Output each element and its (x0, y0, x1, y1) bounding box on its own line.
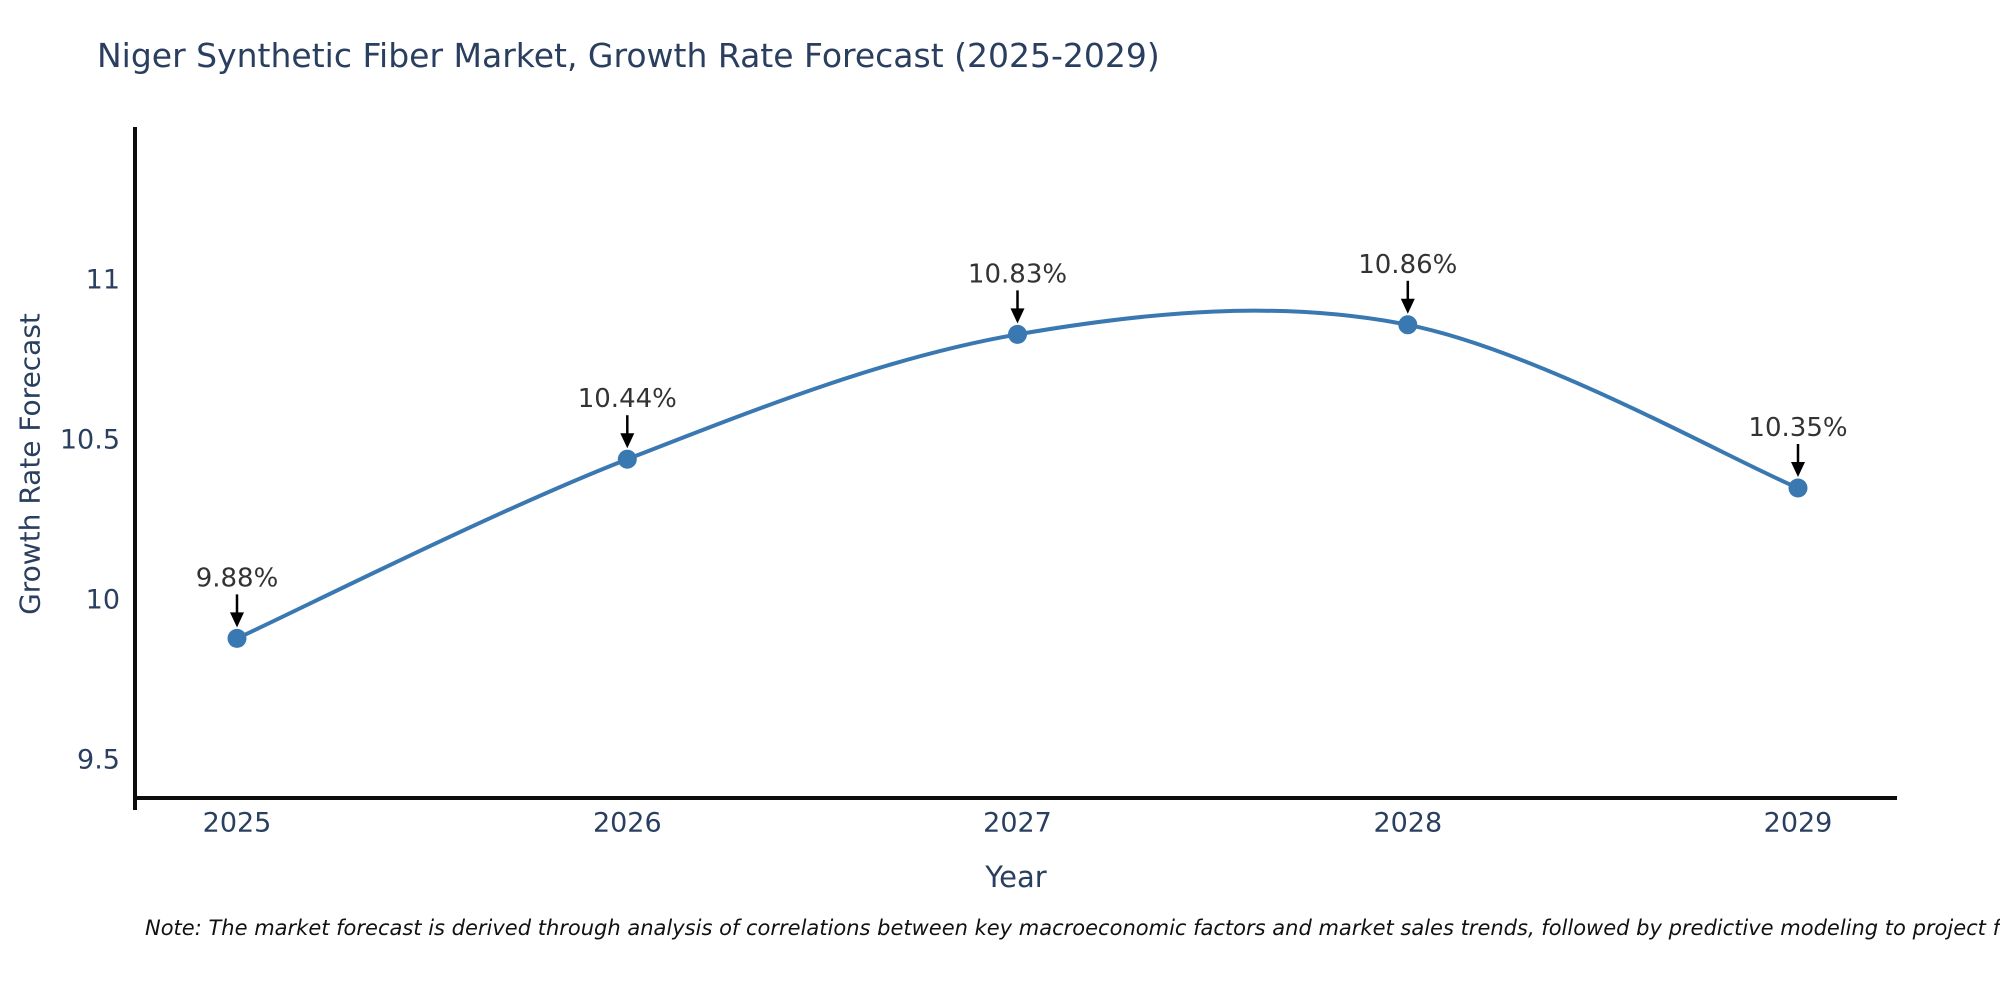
x-tick-label: 2027 (983, 808, 1052, 839)
data-point (1788, 478, 1808, 498)
x-tick-label: 2026 (593, 808, 662, 839)
data-point (1008, 324, 1027, 344)
annotation-arrowhead (1010, 308, 1025, 324)
point-label: 10.83% (968, 259, 1067, 289)
data-point (1398, 315, 1418, 335)
point-label: 10.35% (1748, 413, 1847, 443)
y-tick-label: 11 (86, 265, 120, 296)
chart-title: Niger Synthetic Fiber Market, Growth Rat… (97, 36, 1160, 75)
point-label: 9.88% (196, 563, 279, 593)
y-tick-label: 9.5 (77, 745, 120, 776)
x-axis-title: Year (985, 860, 1047, 894)
annotation-arrowhead (1791, 462, 1805, 477)
trend-line (235, 308, 1800, 641)
x-tick-label: 2025 (203, 808, 272, 839)
x-tick-label: 2028 (1373, 808, 1442, 839)
annotation-arrowhead (230, 612, 244, 628)
point-label: 10.86% (1358, 250, 1457, 280)
annotation-arrowhead (620, 433, 635, 449)
x-tick-label: 2029 (1764, 808, 1833, 839)
point-label: 10.44% (578, 384, 677, 414)
data-point (227, 628, 247, 648)
y-tick-label: 10.5 (60, 425, 120, 456)
data-point (617, 449, 637, 469)
annotation-arrowhead (1400, 298, 1415, 314)
y-tick-label: 10 (86, 585, 120, 616)
y-axis-title: Growth Rate Forecast (13, 313, 47, 615)
footnote: Note: The market forecast is derived thr… (145, 916, 2000, 940)
